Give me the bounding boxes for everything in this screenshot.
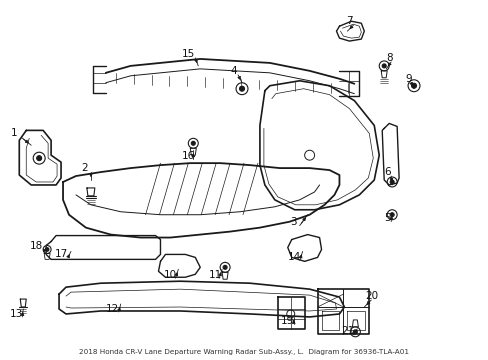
Text: 1: 1 <box>11 129 18 138</box>
Text: 21: 21 <box>340 326 353 336</box>
Text: 11: 11 <box>208 270 222 280</box>
Text: 4: 4 <box>230 66 237 76</box>
Text: 2018 Honda CR-V Lane Departure Warning Radar Sub-Assy., L.  Diagram for 36936-TL: 2018 Honda CR-V Lane Departure Warning R… <box>79 348 408 355</box>
Text: 15: 15 <box>182 49 195 59</box>
Circle shape <box>411 83 416 88</box>
Circle shape <box>191 141 195 145</box>
Circle shape <box>353 330 357 334</box>
Circle shape <box>382 64 386 68</box>
Circle shape <box>389 180 393 184</box>
Circle shape <box>223 265 226 269</box>
Text: 19: 19 <box>281 316 294 326</box>
Text: 12: 12 <box>106 304 119 314</box>
Circle shape <box>389 213 393 217</box>
Text: 10: 10 <box>163 270 177 280</box>
Text: 16: 16 <box>182 151 195 161</box>
Text: 20: 20 <box>365 291 378 301</box>
Circle shape <box>239 86 244 91</box>
Circle shape <box>45 248 49 251</box>
Text: 9: 9 <box>405 74 411 84</box>
Circle shape <box>37 156 41 161</box>
Text: 3: 3 <box>290 217 296 227</box>
Text: 2: 2 <box>81 163 88 173</box>
Text: 5: 5 <box>383 213 390 223</box>
Text: 7: 7 <box>346 16 352 26</box>
Text: 14: 14 <box>287 252 301 262</box>
Text: 8: 8 <box>385 53 392 63</box>
Text: 6: 6 <box>383 167 390 177</box>
Text: 17: 17 <box>54 249 67 260</box>
Text: 18: 18 <box>29 242 43 252</box>
Text: 13: 13 <box>10 309 23 319</box>
